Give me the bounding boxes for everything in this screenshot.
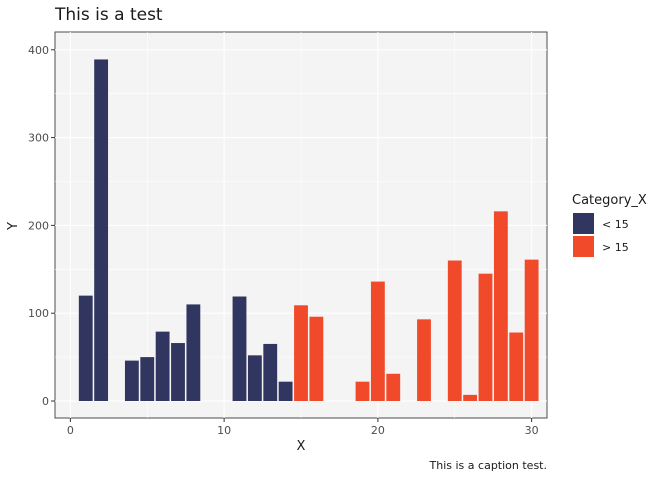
bar-gt15-x23 <box>417 319 431 401</box>
bar-lt15-x13 <box>263 343 278 401</box>
bar-gt15-x20 <box>370 281 385 401</box>
y-tick-label: 0 <box>42 395 49 408</box>
bar-lt15-x6 <box>155 331 170 401</box>
bar-lt15-x4 <box>124 360 139 401</box>
y-tick-label: 300 <box>28 132 49 145</box>
x-axis-ticks: 0 10 20 30 <box>67 418 539 437</box>
bars <box>78 59 539 401</box>
bar-gt15-x16 <box>309 316 324 401</box>
y-axis-title: Y <box>6 222 21 231</box>
x-tick-label: 20 <box>371 424 385 437</box>
legend-swatch-lt15 <box>573 213 594 234</box>
bar-gt15-x27 <box>478 273 493 401</box>
chart-title: This is a test <box>54 5 163 25</box>
bar-lt15-x14 <box>278 381 293 401</box>
bar-gt15-x26 <box>463 394 478 401</box>
legend-label-gt15: > 15 <box>602 241 629 254</box>
x-tick-label: 0 <box>67 424 74 437</box>
bar-gt15-x25 <box>447 260 462 401</box>
y-tick-label: 400 <box>28 44 49 57</box>
chart-caption: This is a caption test. <box>429 459 547 472</box>
bar-lt15-x5 <box>140 357 155 401</box>
x-tick-label: 10 <box>217 424 231 437</box>
bar-gt15-x15 <box>294 305 308 401</box>
bar-gt15-x19 <box>355 381 370 401</box>
y-tick-label: 100 <box>28 307 49 320</box>
bar-lt15-x12 <box>247 355 262 401</box>
bar-lt15-x1 <box>78 295 93 401</box>
legend: Category_X < 15 > 15 <box>572 193 647 257</box>
bar-gt15-x30 <box>524 259 539 401</box>
legend-swatch-gt15 <box>573 236 594 257</box>
bar-lt15-x7 <box>171 343 185 401</box>
legend-title: Category_X <box>572 193 647 208</box>
bar-lt15-x2 <box>94 59 109 401</box>
bar-lt15-x8 <box>186 304 201 401</box>
y-tick-label: 200 <box>28 219 49 232</box>
bar-gt15-x29 <box>509 332 524 401</box>
bar-lt15-x11 <box>232 296 247 401</box>
bar-gt15-x21 <box>386 373 401 401</box>
bar-gt15-x28 <box>493 211 508 401</box>
x-axis-title: X <box>297 439 306 454</box>
legend-label-lt15: < 15 <box>602 218 629 231</box>
x-tick-label: 30 <box>525 424 539 437</box>
y-axis-ticks: 0 100 200 300 400 <box>28 44 55 408</box>
